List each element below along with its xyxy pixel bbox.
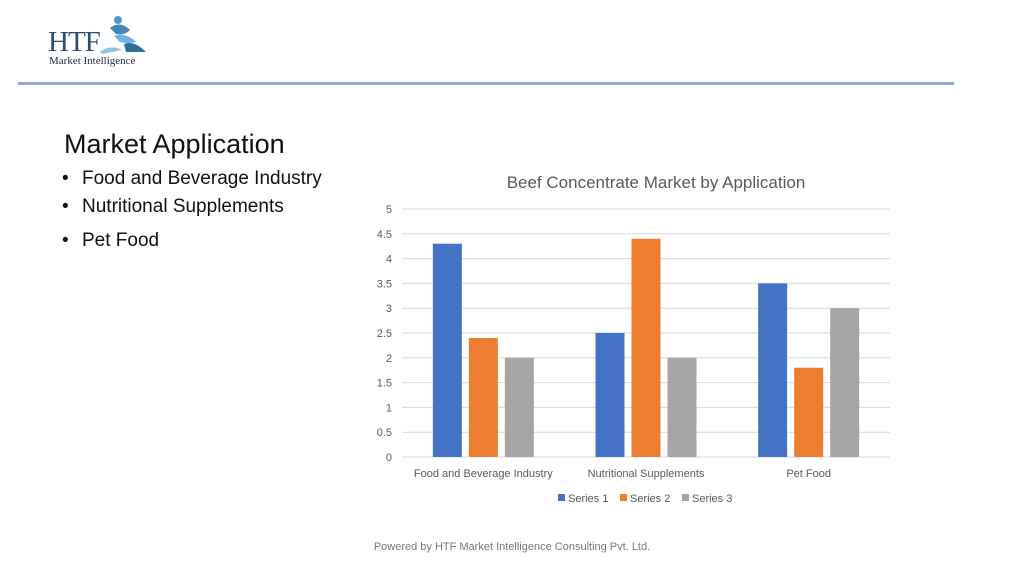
y-tick-label: 0 xyxy=(386,452,392,464)
bar xyxy=(631,238,661,457)
y-tick-label: 2.5 xyxy=(377,328,392,340)
legend-swatch xyxy=(558,494,565,501)
logo-swimmer-icon xyxy=(100,16,146,54)
company-logo: HTF Market Intelligence xyxy=(44,14,154,72)
y-tick-label: 3.5 xyxy=(377,278,392,290)
y-tick-label: 1.5 xyxy=(377,378,392,390)
chart-title: Beef Concentrate Market by Application xyxy=(507,173,806,192)
x-tick-label: Pet Food xyxy=(786,468,831,480)
bar xyxy=(595,333,625,457)
bar xyxy=(758,283,788,457)
bar xyxy=(504,357,534,457)
bar xyxy=(468,337,498,457)
legend-label: Series 2 xyxy=(630,493,670,505)
legend-label: Series 1 xyxy=(568,493,608,505)
legend-swatch xyxy=(682,494,689,501)
bullet-item: Nutritional Supplements xyxy=(62,195,322,223)
y-tick-label: 2 xyxy=(386,353,392,365)
bar-chart: Beef Concentrate Market by Application 0 0… xyxy=(377,173,890,505)
y-tick-label: 3 xyxy=(386,303,392,315)
bar xyxy=(794,367,824,457)
y-tick-label: 5 xyxy=(386,204,392,216)
y-tick-label: 0.5 xyxy=(377,427,392,439)
header-divider xyxy=(18,82,954,85)
y-tick-label: 4 xyxy=(386,254,392,266)
slide-title: Market Application xyxy=(64,129,285,159)
footer-credit: Powered by HTF Market Intelligence Consu… xyxy=(373,541,651,553)
x-tick-label: Nutritional Supplements xyxy=(588,468,705,480)
bullet-item: Food and Beverage Industry xyxy=(62,167,322,195)
legend-label: Series 3 xyxy=(692,493,732,505)
bullet-item: Pet Food xyxy=(62,229,322,257)
bar xyxy=(667,357,697,457)
x-tick-label: Food and Beverage Industry xyxy=(414,468,553,480)
logo-subtitle: Market Intelligence xyxy=(49,55,136,67)
legend-swatch xyxy=(620,494,627,501)
logo-letters: HTF xyxy=(48,26,101,58)
application-bullet-list: Food and Beverage Industry Nutritional S… xyxy=(62,167,322,257)
bar xyxy=(432,243,462,457)
y-tick-label: 4.5 xyxy=(377,229,392,241)
bar xyxy=(830,308,860,457)
y-tick-label: 1 xyxy=(386,402,392,414)
